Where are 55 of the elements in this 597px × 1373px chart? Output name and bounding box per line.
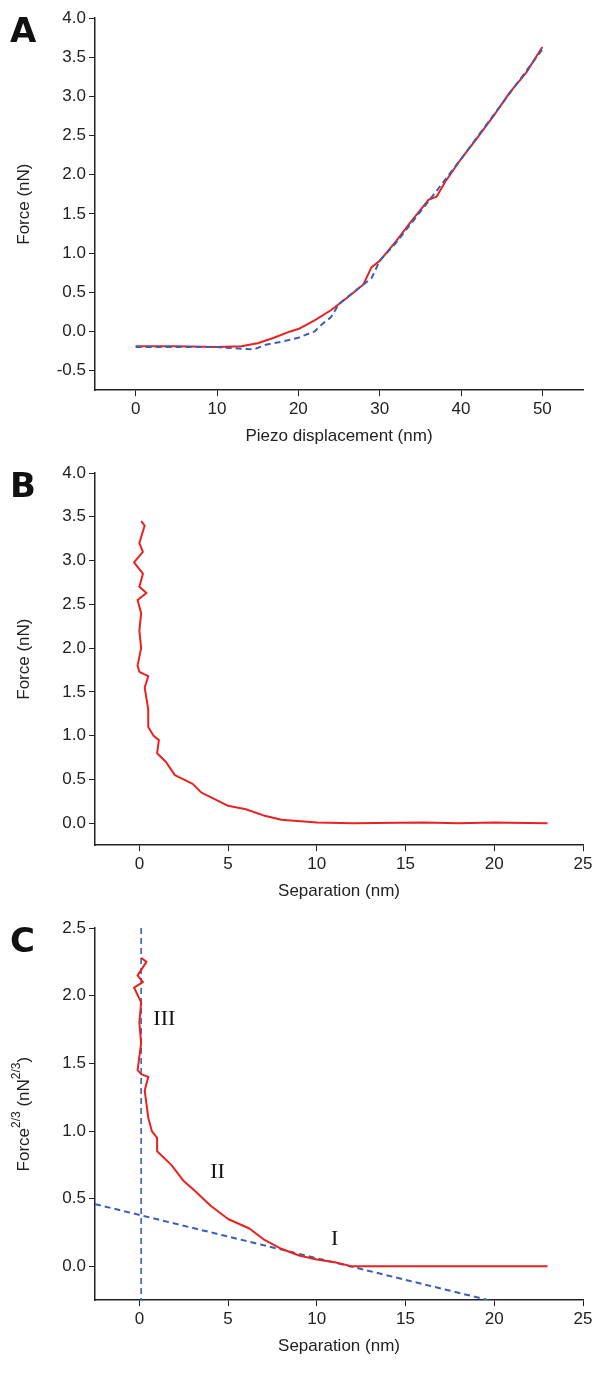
x-tick-label: 40 [451,399,471,419]
y-tick-label: 3.5 [62,46,86,66]
y-tick-label: -0.5 [56,360,86,380]
y-tick-label: 1.5 [62,681,86,701]
y-tick-label: 1.0 [62,1120,86,1140]
y-tick-label: 1.5 [62,1053,86,1073]
x-tick-label: 25 [573,1309,593,1329]
annotation: III [153,1004,176,1030]
x-tick-label: 10 [307,1309,327,1329]
y-tick-label: 2.5 [62,125,86,145]
y-tick-label: 0.5 [62,1188,86,1208]
y-tick-label: 2.0 [62,637,86,657]
x-tick-label: 50 [532,399,552,419]
y-tick-label: 1.0 [62,725,86,745]
y-axis-title: Force (nN) [13,163,33,245]
y-tick-label: 3.5 [62,506,86,526]
x-axis-title: Separation (nm) [278,881,400,901]
y-axis-title: Force2/3 (nN2/3) [9,1056,33,1172]
y-tick-label: 2.5 [62,917,86,937]
x-tick-label: 10 [307,854,327,874]
y-tick-label: 4.0 [62,462,86,482]
x-tick-label: 20 [484,1309,504,1329]
x-tick-label: 0 [134,854,145,874]
x-tick-label: 25 [573,854,593,874]
y-tick-label: 1.0 [62,242,86,262]
chart-title: C [10,919,35,960]
y-tick-label: 0.0 [62,321,86,341]
x-tick-label: 5 [223,854,233,874]
x-tick-label: 5 [223,1309,233,1329]
x-axis-title: Piezo displacement (nm) [245,426,433,446]
y-tick-label: 0.5 [62,769,86,789]
y-axis-title: Force (nN) [13,618,33,700]
y-tick-label: 3.0 [62,86,86,106]
y-tick-label: 0.0 [62,812,86,832]
x-tick-label: 15 [396,854,416,874]
x-axis-title: Separation (nm) [278,1336,400,1356]
x-tick-label: 0 [134,1309,145,1329]
x-tick-label: 30 [370,399,390,419]
y-tick-label: 0.0 [62,1256,86,1276]
x-tick-label: 20 [288,399,308,419]
x-tick-label: 20 [484,854,504,874]
y-tick-label: 2.0 [62,164,86,184]
x-tick-label: 10 [207,399,227,419]
x-tick-label: 0 [130,399,141,419]
annotation: I [330,1224,339,1250]
x-tick-label: 15 [396,1309,416,1329]
chart-title: B [10,464,36,505]
chart-title: A [10,9,37,50]
y-tick-label: 2.0 [62,985,86,1005]
y-tick-label: 3.0 [62,550,86,570]
annotation: II [210,1157,225,1183]
y-tick-label: 0.5 [62,281,86,301]
y-tick-label: 4.0 [62,7,86,27]
y-tick-label: 1.5 [62,203,86,223]
y-tick-label: 2.5 [62,594,86,614]
